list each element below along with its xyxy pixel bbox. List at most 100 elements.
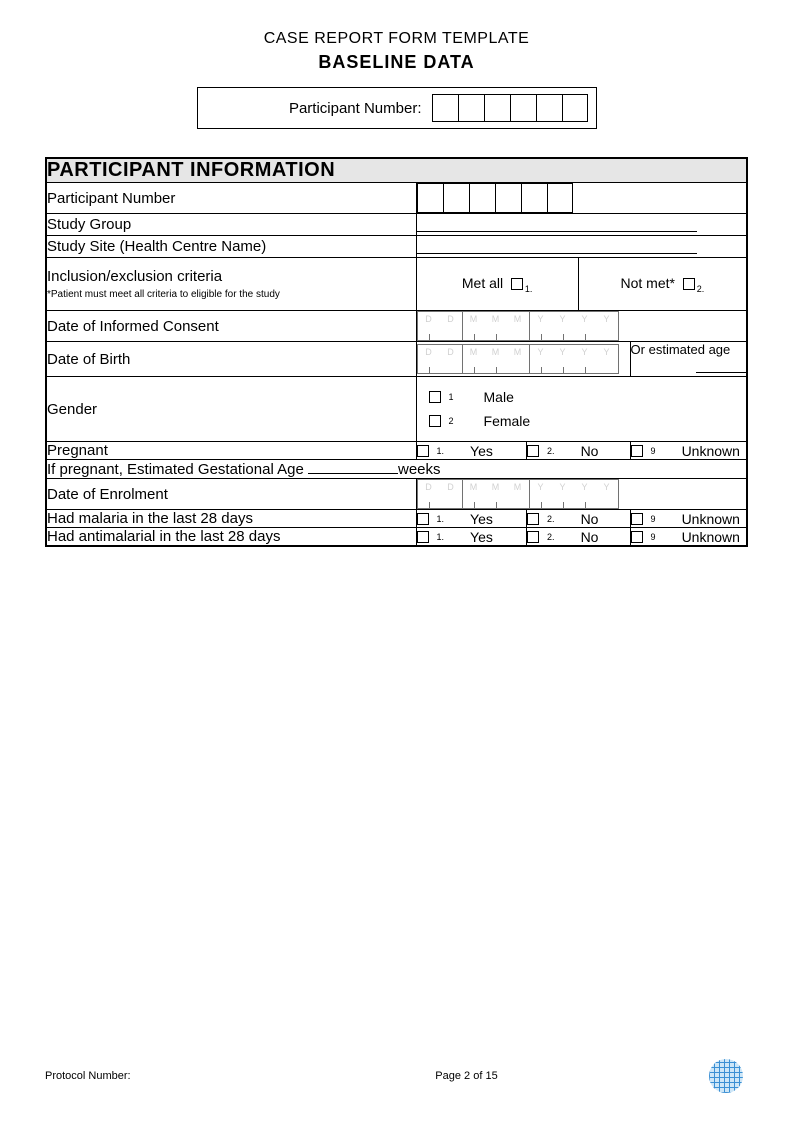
- participant-number-boxes[interactable]: [432, 88, 596, 128]
- subscript: 9: [651, 446, 656, 456]
- pregnant-yes-cell: 1. Yes: [416, 442, 527, 460]
- enrolment-date-input[interactable]: DD MMM YYYY: [417, 479, 619, 509]
- gest-age-input[interactable]: [308, 460, 398, 474]
- yes-label: Yes: [470, 443, 493, 459]
- gestational-age-row: If pregnant, Estimated Gestational Age w…: [46, 460, 747, 479]
- female-label: Female: [484, 413, 531, 429]
- checkbox-pregnant-unknown[interactable]: [631, 445, 643, 457]
- estimated-age-cell: Or estimated age: [630, 342, 747, 377]
- checkbox-not-met[interactable]: [683, 278, 695, 290]
- subscript: 1.: [437, 446, 445, 456]
- field-label-antimalarial: Had antimalarial in the last 28 days: [46, 528, 416, 547]
- field-value-participant-number: [416, 183, 747, 214]
- no-label: No: [581, 443, 599, 459]
- participant-info-table: PARTICIPANT INFORMATION Participant Numb…: [45, 157, 748, 547]
- field-label-dob: Date of Birth: [46, 342, 416, 377]
- footer-protocol: Protocol Number:: [45, 1070, 245, 1082]
- subscript: 1.: [525, 283, 533, 293]
- checkbox-malaria-unknown[interactable]: [631, 513, 643, 525]
- field-label-participant-number: Participant Number: [46, 183, 416, 214]
- study-site-input[interactable]: [417, 236, 697, 254]
- antimalarial-yes-cell: 1. Yes: [416, 528, 527, 547]
- char-box[interactable]: [469, 183, 495, 213]
- gender-option-female: 2 Female: [429, 409, 735, 433]
- antimalarial-unknown-cell: 9 Unknown: [630, 528, 747, 547]
- unknown-label: Unknown: [682, 443, 740, 459]
- checkbox-malaria-yes[interactable]: [417, 513, 429, 525]
- antimalarial-no-cell: 2. No: [527, 528, 631, 547]
- char-box[interactable]: [443, 183, 469, 213]
- checkbox-pregnant-no[interactable]: [527, 445, 539, 457]
- malaria-yes-cell: 1. Yes: [416, 510, 527, 528]
- unknown-label: Unknown: [682, 511, 740, 527]
- subscript: 2.: [697, 283, 705, 293]
- field-label-malaria: Had malaria in the last 28 days: [46, 510, 416, 528]
- char-box[interactable]: [432, 94, 458, 122]
- study-group-input[interactable]: [417, 214, 697, 232]
- estimated-age-input[interactable]: [696, 363, 746, 373]
- checkbox-malaria-no[interactable]: [527, 513, 539, 525]
- pregnant-no-cell: 2. No: [527, 442, 631, 460]
- dob-input[interactable]: DD MMM YYYY: [417, 344, 619, 374]
- estimated-age-label: Or estimated age: [631, 342, 746, 357]
- field-label-inclusion: Inclusion/exclusion criteria *Patient mu…: [46, 258, 416, 311]
- checkbox-female[interactable]: [429, 415, 441, 427]
- field-label-study-site: Study Site (Health Centre Name): [46, 236, 416, 258]
- char-box[interactable]: [484, 94, 510, 122]
- subscript: 2.: [547, 532, 555, 542]
- section-header: PARTICIPANT INFORMATION: [46, 158, 747, 183]
- char-box[interactable]: [495, 183, 521, 213]
- subscript: 2.: [547, 446, 555, 456]
- subscript: 1.: [437, 532, 445, 542]
- subscript: 1: [449, 392, 454, 402]
- field-value-gender: 1 Male 2 Female: [416, 377, 747, 442]
- subscript: 9: [651, 532, 656, 542]
- gest-age-suffix: weeks: [398, 461, 441, 478]
- field-value-study-site: [416, 236, 747, 258]
- checkbox-met-all[interactable]: [511, 278, 523, 290]
- yes-label: Yes: [470, 511, 493, 527]
- inclusion-not-met-cell: Not met* 2.: [578, 258, 747, 311]
- met-all-label: Met all: [462, 275, 503, 291]
- document-title: CASE REPORT FORM TEMPLATE: [45, 30, 748, 48]
- char-box[interactable]: [536, 94, 562, 122]
- unknown-label: Unknown: [682, 529, 740, 545]
- inclusion-label: Inclusion/exclusion criteria: [47, 268, 416, 285]
- male-label: Male: [484, 389, 514, 405]
- field-value-enrolment-date: DD MMM YYYY: [416, 479, 747, 510]
- subscript: 2: [449, 416, 454, 426]
- footer-page: Page 2 of 15: [245, 1070, 688, 1082]
- char-box[interactable]: [417, 183, 443, 213]
- subscript: 9: [651, 514, 656, 524]
- gest-age-prefix: If pregnant, Estimated Gestational Age: [47, 461, 308, 478]
- checkbox-antimalarial-unknown[interactable]: [631, 531, 643, 543]
- char-box[interactable]: [458, 94, 484, 122]
- checkbox-antimalarial-yes[interactable]: [417, 531, 429, 543]
- field-label-consent-date: Date of Informed Consent: [46, 311, 416, 342]
- organisation-logo-icon: [704, 1054, 748, 1098]
- field-label-pregnant: Pregnant: [46, 442, 416, 460]
- field-label-enrolment-date: Date of Enrolment: [46, 479, 416, 510]
- no-label: No: [581, 511, 599, 527]
- field-label-study-group: Study Group: [46, 214, 416, 236]
- participant-number-header: Participant Number:: [197, 87, 597, 129]
- char-box[interactable]: [547, 183, 573, 213]
- checkbox-antimalarial-no[interactable]: [527, 531, 539, 543]
- field-value-dob: DD MMM YYYY: [416, 342, 630, 377]
- subscript: 1.: [437, 514, 445, 524]
- participant-number-input[interactable]: [417, 183, 747, 213]
- subscript: 2.: [547, 514, 555, 524]
- field-value-consent-date: DD MMM YYYY: [416, 311, 747, 342]
- checkbox-male[interactable]: [429, 391, 441, 403]
- malaria-no-cell: 2. No: [527, 510, 631, 528]
- checkbox-pregnant-yes[interactable]: [417, 445, 429, 457]
- consent-date-input[interactable]: DD MMM YYYY: [417, 311, 619, 341]
- yes-label: Yes: [470, 529, 493, 545]
- participant-number-label: Participant Number:: [198, 88, 432, 128]
- char-box[interactable]: [521, 183, 547, 213]
- char-box[interactable]: [562, 94, 588, 122]
- pregnant-unknown-cell: 9 Unknown: [630, 442, 747, 460]
- no-label: No: [581, 529, 599, 545]
- char-box[interactable]: [510, 94, 536, 122]
- malaria-unknown-cell: 9 Unknown: [630, 510, 747, 528]
